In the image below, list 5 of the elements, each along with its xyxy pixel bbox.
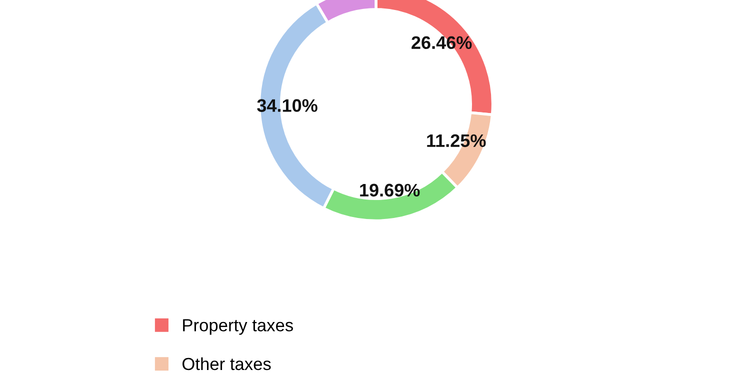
legend-label: Other taxes [182, 357, 271, 370]
data-label: 11.25% [427, 134, 486, 148]
legend-label: Property taxes [183, 319, 293, 335]
data-label: 34.10% [257, 99, 318, 112]
data-label: 19.69% [360, 184, 420, 197]
